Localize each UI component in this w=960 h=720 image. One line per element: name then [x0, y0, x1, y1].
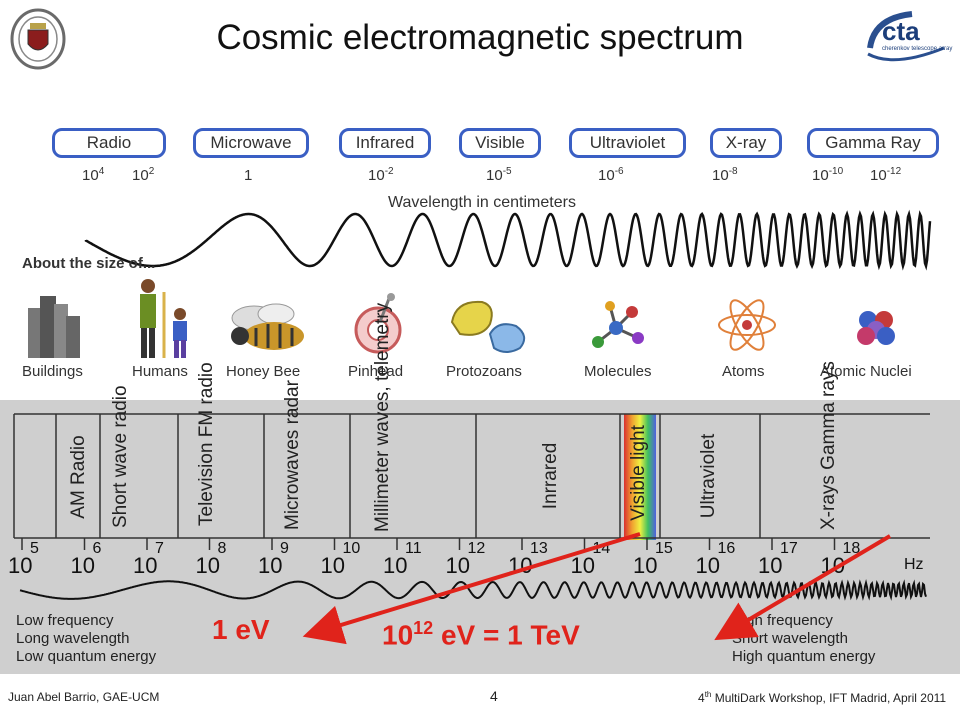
- freq-base: 10: [258, 553, 283, 578]
- page-title: Cosmic electromagnetic spectrum: [216, 18, 744, 57]
- freq-exponent: 13: [530, 540, 548, 557]
- legend-long-wavelength: Long wavelength: [16, 630, 130, 647]
- atoms-icon: [718, 299, 776, 351]
- wavelength-value: 104: [82, 166, 105, 184]
- wavelength-value: 10-12: [870, 166, 902, 184]
- freq-exponent: 12: [467, 540, 486, 557]
- band-xray: X-ray: [710, 128, 782, 158]
- wavelength-value: 10-6: [598, 166, 624, 184]
- band-label: Ultraviolet: [589, 133, 666, 152]
- hz-unit-label: Hz: [904, 556, 924, 573]
- object-label-honey-bee: Honey Bee: [226, 363, 301, 380]
- legend-short-wavelength: Short wavelength: [732, 630, 848, 647]
- freq-band-millimeter-waves: Millimeter waves, telemetry: [372, 302, 393, 532]
- atomic-nuclei-icon: [857, 311, 895, 345]
- freq-exponent: 9: [280, 540, 289, 557]
- pinhead-icon: [354, 293, 402, 354]
- wavelength-value: 10-8: [712, 166, 738, 184]
- object-label-buildings: Buildings: [22, 363, 83, 380]
- freq-base: 10: [508, 553, 533, 578]
- freq-exponent: 14: [592, 540, 611, 557]
- band-label: Infrared: [355, 133, 415, 152]
- band-label: Microwave: [210, 133, 292, 152]
- cta-logo-subtext: cherenkov telescope array: [882, 46, 953, 52]
- band-infrared: Infrared: [339, 128, 431, 158]
- freq-band-ultraviolet: Ultraviolet: [698, 433, 719, 519]
- object-label-atomic-nuclei: Atomic Nuclei: [820, 363, 912, 380]
- freq-base: 10: [758, 553, 783, 578]
- humans-icon: [140, 279, 187, 358]
- cta-logo-text: cta: [882, 16, 920, 46]
- freq-band-xrays-gamma-rays: X-rays Gamma rays: [818, 361, 839, 530]
- band-label: X-ray: [725, 133, 767, 152]
- freq-base: 10: [445, 553, 470, 578]
- wavelength-axis-label: Wavelength in centimeters: [388, 194, 576, 211]
- freq-exponent: 6: [92, 540, 102, 557]
- freq-exponent: 11: [405, 540, 422, 557]
- university-seal-logo: [10, 8, 66, 70]
- band-ultraviolet: Ultraviolet: [569, 128, 686, 158]
- freq-exponent: 5: [30, 540, 39, 557]
- freq-base: 10: [320, 553, 345, 578]
- freq-base: 10: [633, 553, 658, 578]
- buildings-icon: [28, 296, 80, 358]
- freq-band-infrared: Inrrared: [540, 442, 561, 510]
- object-label-atoms: Atoms: [722, 363, 765, 380]
- molecules-icon: [592, 301, 644, 348]
- legend-low-quantum-energy: Low quantum energy: [16, 648, 157, 665]
- cta-logo: cta cherenkov telescope array: [864, 8, 952, 70]
- freq-base: 10: [570, 553, 595, 578]
- freq-exponent: 18: [842, 540, 861, 557]
- object-label-humans: Humans: [132, 363, 188, 380]
- freq-exponent: 8: [217, 540, 227, 557]
- freq-base: 10: [383, 553, 408, 578]
- object-label-protozoans: Protozoans: [446, 363, 522, 380]
- freq-exponent: 17: [780, 540, 798, 557]
- footer-author: Juan Abel Barrio, GAE-UCM: [8, 690, 160, 704]
- freq-base: 10: [195, 553, 220, 578]
- band-label: Gamma Ray: [825, 133, 921, 152]
- band-visible: Visible: [459, 128, 541, 158]
- freq-exponent: 16: [717, 540, 736, 557]
- energy-high-label: 1012 eV = 1 TeV: [382, 618, 580, 651]
- freq-base: 10: [695, 553, 720, 578]
- band-label: Visible: [475, 133, 525, 152]
- object-label-pinhead: Pinhead: [348, 363, 404, 380]
- wavelength-value: 1: [244, 167, 253, 184]
- freq-band-short-wave-radio: Short wave radio: [110, 385, 131, 528]
- wavelength-value: 10-10: [812, 166, 844, 184]
- freq-exponent: 7: [155, 540, 164, 557]
- band-radio: Radio: [52, 128, 166, 158]
- freq-base: 10: [820, 553, 845, 578]
- freq-band-television-fm-radio: Television FM radio: [196, 362, 217, 526]
- energy-low-label: 1 eV: [212, 614, 270, 645]
- wavelength-value: 102: [132, 166, 155, 184]
- legend-high-quantum-energy: High quantum energy: [732, 648, 876, 665]
- honey-bee-icon: [231, 303, 304, 350]
- band-gamma-ray: Gamma Ray: [807, 128, 939, 158]
- wavelength-wave: [84, 209, 932, 271]
- page-number: 4: [490, 688, 498, 704]
- freq-band-microwaves-radar: Microwaves radar: [282, 380, 303, 530]
- footer-event: 4th MultiDark Workshop, IFT Madrid, Apri…: [698, 690, 947, 705]
- object-label-molecules: Molecules: [584, 363, 652, 380]
- freq-exponent: 15: [655, 540, 673, 557]
- freq-base: 10: [70, 553, 95, 578]
- freq-base: 10: [8, 553, 33, 578]
- about-size-label: About the size of...: [22, 255, 156, 272]
- wavelength-value: 10-5: [486, 166, 512, 184]
- legend-high-frequency: High frequency: [732, 612, 833, 629]
- band-label: Radio: [86, 133, 132, 152]
- legend-low-frequency: Low frequency: [16, 612, 114, 629]
- band-microwave: Microwave: [193, 128, 309, 158]
- freq-base: 10: [133, 553, 158, 578]
- freq-band-visible-light: Visible light: [628, 425, 649, 521]
- freq-exponent: 10: [342, 540, 361, 557]
- wavelength-value: 10-2: [368, 166, 394, 184]
- freq-band-am-radio: AM Radio: [68, 435, 89, 519]
- protozoans-icon: [450, 300, 526, 353]
